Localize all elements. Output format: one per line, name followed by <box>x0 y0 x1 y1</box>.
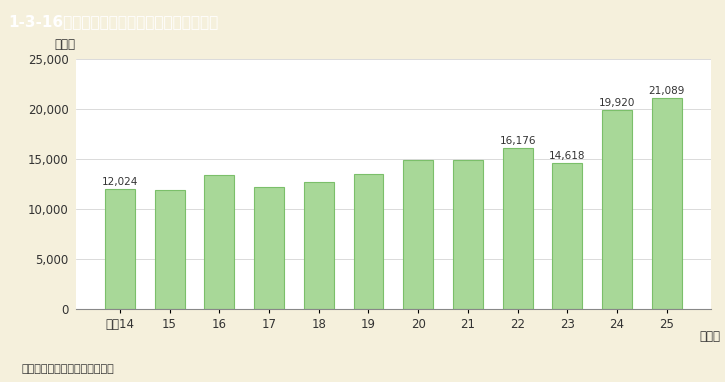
Text: 14,618: 14,618 <box>549 151 586 161</box>
Text: 19,920: 19,920 <box>599 98 635 108</box>
Bar <box>354 174 384 309</box>
Text: 21,089: 21,089 <box>649 86 685 96</box>
Bar <box>453 160 483 309</box>
Bar <box>602 110 632 309</box>
Bar <box>403 160 433 309</box>
Text: （備考）警察庁資料より作成。: （備考）警察庁資料より作成。 <box>22 364 115 374</box>
Text: 1-3-16図　ストーカー事案に関する認知件数: 1-3-16図 ストーカー事案に関する認知件数 <box>9 15 219 29</box>
Bar <box>304 182 334 309</box>
Bar <box>552 163 582 309</box>
Text: 16,176: 16,176 <box>500 136 536 146</box>
Text: （件）: （件） <box>54 38 75 51</box>
Bar <box>502 147 533 309</box>
Text: 12,024: 12,024 <box>102 177 138 187</box>
Bar <box>105 189 135 309</box>
Bar <box>154 190 184 309</box>
Bar <box>254 187 284 309</box>
Bar <box>204 175 234 309</box>
Text: （年）: （年） <box>700 330 721 343</box>
Bar <box>652 98 681 309</box>
